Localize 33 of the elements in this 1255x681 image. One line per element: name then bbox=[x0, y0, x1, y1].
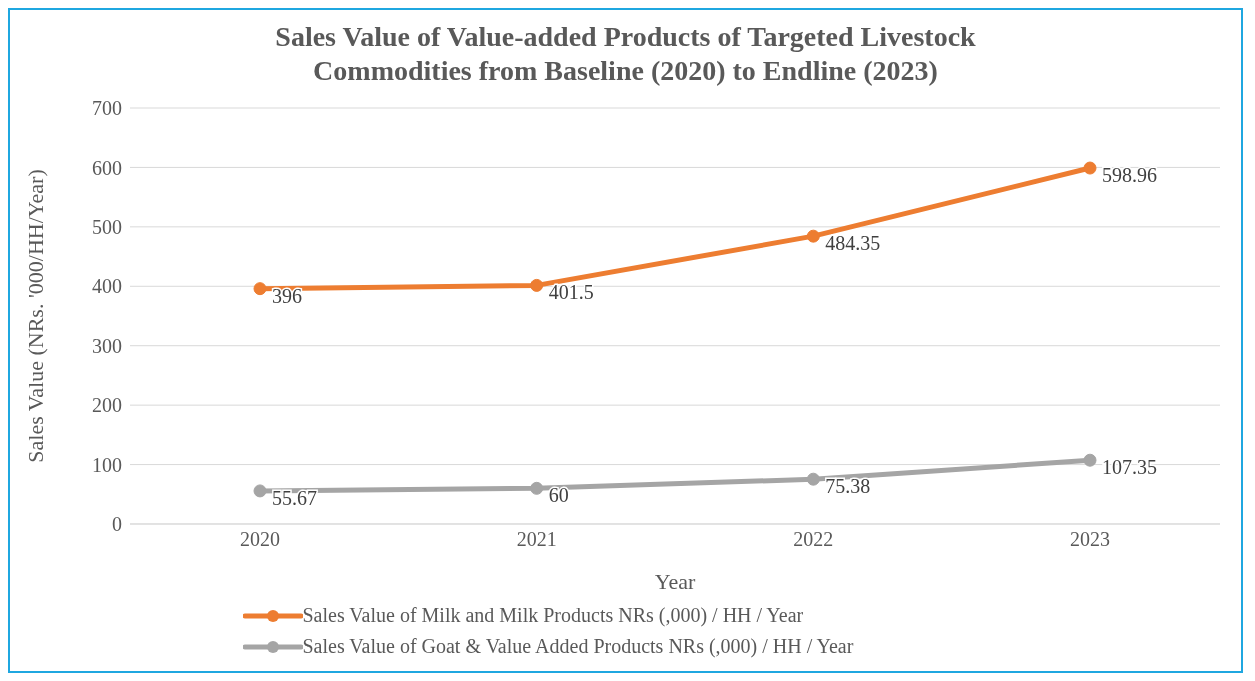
chart-title: Sales Value of Value-added Products of Targeted Livestock Commodities from Baseline (2020) to Endline (2023) bbox=[274, 20, 977, 88]
data-label: 396 bbox=[272, 284, 302, 307]
point bbox=[530, 481, 544, 495]
point bbox=[1083, 453, 1097, 467]
y-tick-label: 300 bbox=[92, 334, 122, 357]
point bbox=[530, 278, 544, 292]
x-tick-label: 2022 bbox=[793, 528, 834, 551]
y-tick-label: 0 bbox=[112, 513, 122, 536]
y-tick-label: 600 bbox=[92, 156, 122, 179]
point bbox=[1083, 161, 1097, 175]
y-tick-label: 400 bbox=[92, 275, 122, 298]
y-tick-label: 200 bbox=[92, 394, 122, 417]
y-tick-label: 700 bbox=[92, 97, 122, 120]
legend-label: Sales Value of Milk and Milk Products NRs (,000) / HH / Year bbox=[302, 604, 804, 627]
x-tick-label: 2023 bbox=[1070, 528, 1110, 551]
data-label: 484.35 bbox=[825, 232, 881, 255]
x-tick-label: 2021 bbox=[516, 528, 557, 551]
data-label: 401.5 bbox=[548, 281, 594, 304]
point bbox=[806, 472, 820, 486]
data-label: 75.38 bbox=[825, 475, 871, 498]
y-tick-label: 500 bbox=[92, 215, 122, 238]
x-tick-label: 2020 bbox=[240, 528, 280, 551]
point bbox=[253, 282, 267, 296]
point bbox=[253, 484, 267, 498]
x-axis-title: Year bbox=[654, 569, 696, 594]
point bbox=[806, 229, 820, 243]
data-label: 598.96 bbox=[1102, 164, 1157, 187]
data-label: 107.35 bbox=[1102, 456, 1157, 479]
y-tick-label: 100 bbox=[92, 453, 122, 476]
data-label: 55.67 bbox=[272, 486, 317, 509]
data-label: 60 bbox=[548, 484, 569, 507]
y-axis-title: Sales Value (NRs. '000/HH/Year) bbox=[22, 169, 48, 463]
legend-label: Sales Value of Goat & Value Added Products NRs (,000) / HH / Year bbox=[302, 635, 854, 658]
